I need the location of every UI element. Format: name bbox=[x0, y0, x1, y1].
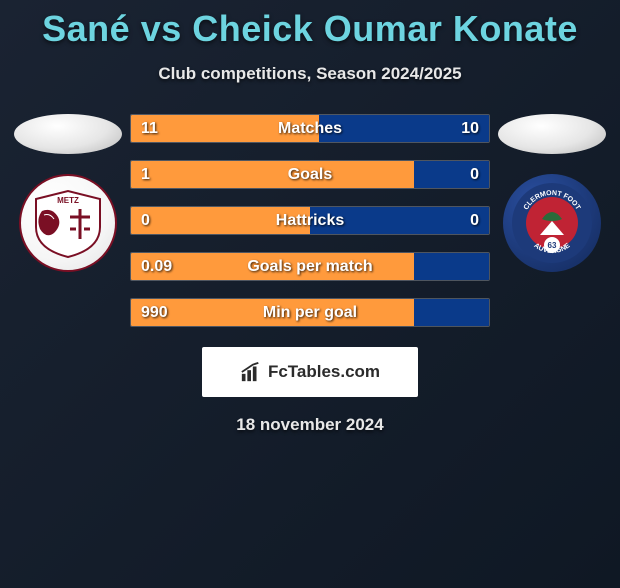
stat-value-right: 0 bbox=[470, 212, 479, 230]
stat-row: Goals per match 0.09 bbox=[130, 252, 490, 281]
stat-label: Min per goal bbox=[263, 304, 357, 322]
stat-row: Matches 11 10 bbox=[130, 114, 490, 143]
chart-icon bbox=[240, 361, 262, 383]
stat-bars: Matches1110Goals10Hattricks00Goals per m… bbox=[128, 114, 492, 327]
page-title: Sané vs Cheick Oumar Konate bbox=[0, 8, 620, 50]
team-logo-clermont: 63 CLERMONT FOOT AUVERGNE bbox=[503, 174, 601, 272]
left-player-column: METZ bbox=[8, 114, 128, 272]
stat-value-left: 0 bbox=[141, 212, 150, 230]
brand-box: FcTables.com bbox=[202, 347, 418, 397]
stat-label: Hattricks bbox=[276, 212, 344, 230]
brand-label: FcTables.com bbox=[268, 362, 380, 382]
stat-label: Goals per match bbox=[247, 258, 372, 276]
svg-text:METZ: METZ bbox=[57, 196, 79, 205]
stat-bar-right bbox=[414, 299, 489, 326]
stat-bar-right bbox=[414, 253, 489, 280]
stat-value-left: 11 bbox=[141, 120, 158, 138]
subtitle: Club competitions, Season 2024/2025 bbox=[0, 64, 620, 84]
stat-row: Hattricks 0 0 bbox=[130, 206, 490, 235]
stat-value-right: 0 bbox=[470, 166, 479, 184]
stat-value-left: 0.09 bbox=[141, 258, 172, 276]
stat-row: Min per goal 990 bbox=[130, 298, 490, 327]
metz-crest-icon: METZ bbox=[32, 187, 104, 259]
stat-bar-left bbox=[131, 161, 414, 188]
stat-value-left: 1 bbox=[141, 166, 150, 184]
right-player-column: 63 CLERMONT FOOT AUVERGNE bbox=[492, 114, 612, 272]
player-photo-placeholder-right bbox=[498, 114, 606, 154]
player-photo-placeholder-left bbox=[14, 114, 122, 154]
stat-label: Goals bbox=[288, 166, 332, 184]
clermont-crest-icon: 63 CLERMONT FOOT AUVERGNE bbox=[510, 181, 594, 265]
team-logo-metz: METZ bbox=[19, 174, 117, 272]
comparison-body: METZ Matches1110Goals10Hattricks00Goals … bbox=[0, 114, 620, 327]
stat-value-left: 990 bbox=[141, 304, 168, 322]
stat-label: Matches bbox=[278, 120, 342, 138]
stat-value-right: 10 bbox=[461, 120, 479, 138]
date-label: 18 november 2024 bbox=[0, 415, 620, 435]
stat-row: Goals 1 0 bbox=[130, 160, 490, 189]
